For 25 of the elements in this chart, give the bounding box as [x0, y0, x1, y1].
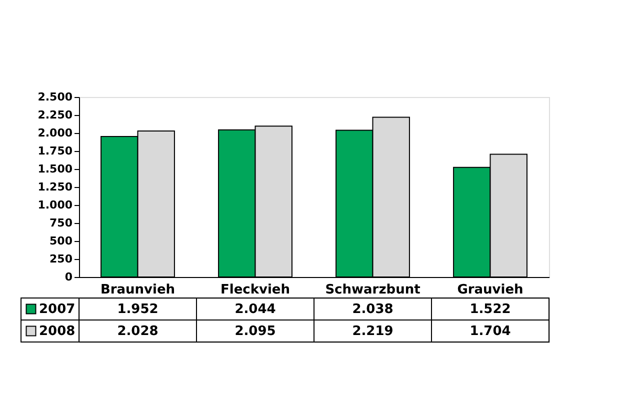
y-tick-label: 0	[64, 270, 73, 284]
data-label: 2.095	[234, 324, 276, 339]
y-tick-label: 500	[50, 234, 73, 248]
data-label: 2.028	[117, 324, 158, 339]
legend-label: 2007	[39, 302, 76, 317]
y-tick-label: 750	[50, 216, 73, 230]
legend-label: 2008	[39, 324, 76, 339]
x-tick-label: Grauvieh	[457, 282, 524, 298]
y-tick-label: 2.000	[38, 126, 73, 140]
data-label: 1.704	[470, 324, 511, 339]
x-tick-label: Fleckvieh	[220, 282, 290, 298]
data-label: 1.522	[470, 302, 511, 317]
data-label: 1.952	[117, 302, 158, 317]
data-label: 2.219	[352, 324, 394, 339]
y-tick-label: 250	[50, 252, 73, 266]
x-tick-label: Braunvieh	[100, 282, 176, 298]
x-tick-label: Schwarzbunt	[325, 282, 420, 298]
y-tick-label: 2.250	[38, 108, 73, 122]
y-tick-label: 2.500	[38, 90, 73, 104]
data-label: 2.044	[234, 302, 276, 317]
y-tick-label: 1.750	[38, 144, 73, 158]
y-tick-label: 1.250	[38, 180, 73, 194]
y-tick-label: 1.000	[38, 198, 73, 212]
y-tick-label: 1.500	[38, 162, 73, 176]
data-label: 2.038	[352, 302, 394, 317]
